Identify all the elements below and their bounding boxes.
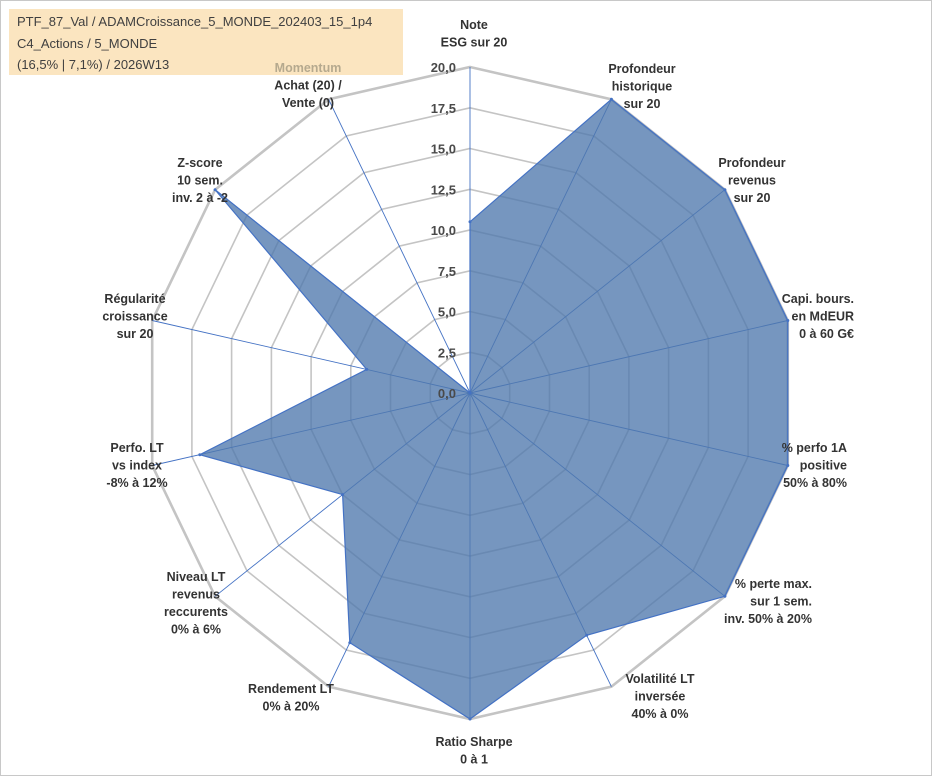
data-point-13 [468, 391, 472, 395]
portfolio-stats: (16,5% | 7,1%) / 2026W13 [17, 57, 170, 72]
data-point-11 [365, 367, 369, 371]
axis-label-9-0: Niveau LT [167, 570, 226, 584]
data-point-12 [213, 188, 217, 192]
axis-label-2-0: Profondeur [718, 156, 785, 170]
axis-label-12-1: 10 sem. [177, 174, 223, 188]
axis-label-4-2: 50% à 80% [783, 476, 847, 490]
axis-label-11-1: croissance [102, 310, 167, 324]
axis-label-1-2: sur 20 [624, 97, 661, 111]
axis-label-5-2: inv. 50% à 20% [724, 612, 812, 626]
portfolio-info-box: PTF_87_Val / ADAMCroissance_5_MONDE_2024… [9, 9, 403, 75]
data-point-8 [348, 641, 352, 645]
axis-label-2-1: revenus [728, 174, 776, 188]
axis-label-3-2: 0 à 60 G€ [799, 327, 854, 341]
data-point-10 [198, 453, 202, 457]
axis-label-4-1: positive [800, 459, 847, 473]
axis-label-13-0: Momentum [275, 61, 342, 75]
axis-labels: Note ESG sur 20 Profondeur historique sur 20… [102, 18, 854, 767]
axis-label-12-0: Z-score [177, 156, 222, 170]
tick-label-8: 20,0 [431, 60, 456, 75]
axis-label-12-2: inv. 2 à -2 [172, 191, 228, 205]
tick-labels: 0,0 2,5 5,0 7,5 10,0 12,5 15,0 17,5 20,0 [431, 60, 456, 401]
data-point-1 [609, 97, 613, 101]
axis-label-7-1: 0 à 1 [460, 753, 488, 767]
axis-label-3-1: en MdEUR [792, 310, 855, 324]
axis-label-1-1: historique [612, 80, 672, 94]
data-point-6 [585, 633, 589, 637]
axis-label-3-0: Capi. bours. [782, 292, 854, 306]
data-point-4 [786, 464, 790, 467]
axis-label-6-0: Volatilité LT [626, 672, 695, 686]
axis-label-8-0: Rendement LT [248, 682, 334, 696]
axis-label-1-0: Profondeur [608, 62, 675, 76]
data-point-7 [468, 717, 472, 721]
data-area [198, 98, 789, 720]
axis-label-9-2: reccurents [164, 605, 228, 619]
tick-label-5: 12,5 [431, 182, 456, 197]
tick-label-2: 5,0 [438, 305, 456, 320]
axis-label-5-0: % perte max. [735, 577, 812, 591]
axis-label-4-0: % perfo 1A [782, 441, 847, 455]
tick-label-4: 10,0 [431, 223, 456, 238]
tick-label-1: 2,5 [438, 345, 456, 360]
axis-label-9-1: revenus [172, 588, 220, 602]
tick-label-7: 17,5 [431, 101, 456, 116]
tick-label-3: 7,5 [438, 264, 456, 279]
axis-label-9-3: 0% à 6% [171, 623, 221, 637]
axis-label-11-0: Régularité [104, 292, 165, 306]
axis-label-13-2: Vente (0) [282, 96, 334, 110]
axis-label-2-2: sur 20 [734, 191, 771, 205]
axis-label-6-2: 40% à 0% [632, 707, 689, 721]
axis-label-6-1: inversée [635, 690, 686, 704]
axis-label-10-1: vs index [112, 459, 162, 473]
axis-label-10-0: Perfo. LT [110, 441, 164, 455]
axis-label-5-1: sur 1 sem. [750, 595, 812, 609]
axis-label-0-1: ESG sur 20 [441, 36, 508, 50]
axis-label-8-1: 0% à 20% [263, 700, 320, 714]
data-point-9 [341, 493, 345, 497]
tick-label-6: 15,0 [431, 142, 456, 157]
data-point-5 [723, 594, 727, 598]
portfolio-category: C4_Actions / 5_MONDE [17, 36, 158, 51]
data-point-0 [468, 220, 472, 224]
data-point-2 [723, 188, 727, 192]
axis-label-11-2: sur 20 [117, 327, 154, 341]
data-points [198, 97, 790, 721]
axis-label-13-1: Achat (20) / [274, 79, 342, 93]
axis-label-7-0: Ratio Sharpe [435, 735, 512, 749]
axis-line-13 [328, 99, 471, 394]
tick-label-0: 0,0 [438, 386, 456, 401]
data-point-3 [786, 319, 790, 322]
portfolio-title: PTF_87_Val / ADAMCroissance_5_MONDE_2024… [17, 14, 373, 29]
axis-label-10-2: -8% à 12% [106, 476, 167, 490]
axis-label-0-0: Note [460, 18, 488, 32]
